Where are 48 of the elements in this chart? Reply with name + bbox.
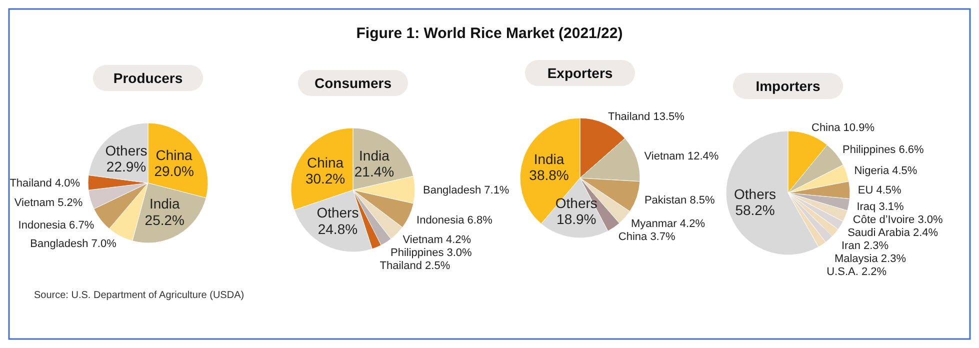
slice-label: India (149, 196, 180, 212)
slice-label: Nigeria 4.5% (854, 165, 918, 178)
slice-label: China (306, 154, 344, 170)
data-label: 29.0% (154, 163, 194, 180)
slice-label: Others (105, 142, 148, 158)
slice-label: Thailand 4.0% (10, 177, 80, 190)
slice-label: Indonesia 6.7% (18, 219, 94, 232)
caption: Figure 1: World Rice Market (2021/22) (356, 25, 623, 42)
slice-label: EU 4.5% (858, 184, 902, 197)
chart-title: Producers (113, 70, 183, 86)
slice-label: Pakistan 8.5% (644, 194, 716, 206)
slice-label: Saudi Arabia 2.4% (848, 227, 938, 240)
data-label: 24.8% (318, 220, 358, 237)
slice-label: Philippines 6.6% (842, 144, 924, 156)
data-label: 18.9% (556, 211, 596, 228)
slice-label: Philippines 3.0% (390, 247, 472, 260)
slice-label: Vietnam 5.2% (14, 196, 83, 209)
slice-label: Thailand 2.5% (380, 260, 450, 272)
slice-label: Bangladesh 7.0% (30, 238, 117, 250)
chart-title: Consumers (314, 74, 392, 91)
slice-label: U.S.A. 2.2% (826, 266, 887, 278)
chart-title: Exporters (547, 64, 613, 81)
slice-label: Vietnam 12.4% (644, 150, 719, 163)
slice-label: Malaysia 2.3% (834, 253, 906, 266)
slice-label: Iraq 3.1% (856, 201, 904, 214)
data-label: 58.2% (735, 202, 775, 218)
data-label: 22.9% (106, 158, 146, 174)
slice-label: India (359, 148, 390, 164)
slice-label: Côte d’Ivoire 3.0% (852, 214, 944, 226)
data-label: 25.2% (144, 212, 184, 228)
slice-label: China 3.7% (618, 230, 676, 243)
slice-label: Others (734, 186, 776, 202)
source-note: Source: U.S. Department of Agriculture (USDA) (34, 290, 244, 301)
slice-label: Iran 2.3% (842, 240, 889, 252)
slice-label: China (156, 146, 193, 163)
slice-label: Vietnam 4.2% (402, 234, 472, 246)
data-label: 21.4% (354, 164, 394, 180)
slice-label: Myanmar 4.2% (631, 218, 706, 230)
data-label: 38.8% (529, 166, 569, 183)
data-label: 30.2% (305, 170, 346, 186)
slice-label: Bangladesh 7.1% (423, 184, 510, 197)
slice-label: Others (555, 195, 598, 211)
chart-title: Importers (756, 78, 820, 94)
slice-label: China 10.9% (812, 122, 875, 134)
slice-label: Others (316, 204, 359, 221)
slice-label: Thailand 13.5% (608, 110, 685, 123)
slice-label: India (534, 150, 564, 167)
slice-label: Indonesia 6.8% (416, 214, 493, 226)
